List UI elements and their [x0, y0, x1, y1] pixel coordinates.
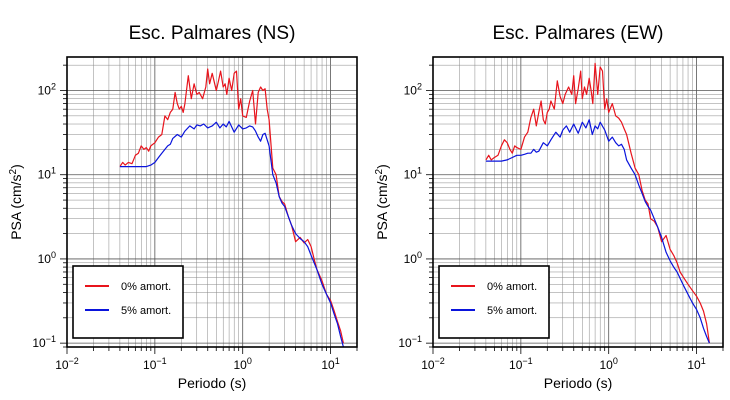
x-tick-label: 10−2 [55, 356, 79, 372]
plot-lines [485, 62, 710, 344]
tick-base: 10 [404, 252, 418, 266]
tick-exponent: −2 [435, 356, 445, 366]
tick-exponent: −1 [522, 356, 532, 366]
legend-label-1: 5% amort. [121, 305, 171, 317]
y-axis-label: PSA (cm/s2) [374, 164, 390, 240]
tick-base: 10 [404, 168, 418, 182]
series-line-0 [119, 68, 344, 344]
tick-exponent: 1 [51, 166, 56, 176]
x-axis-label: Periodo (s) [544, 375, 612, 391]
tick-base: 10 [38, 84, 52, 98]
y-tick-label: 100 [404, 250, 422, 266]
y-tick-label: 101 [38, 166, 56, 182]
tick-base: 10 [398, 336, 412, 350]
legend-label-1: 5% amort. [487, 305, 537, 317]
y-axis-label-main: PSA (cm/s [374, 174, 390, 239]
plot-frame [432, 56, 724, 348]
chart-panel-ew: Esc. Palmares (EW) Periodo (s) PSA (cm/s… [374, 23, 724, 391]
tick-base: 10 [32, 336, 46, 350]
x-tick-label: 100 [234, 356, 252, 372]
legend-label-0: 0% amort. [487, 281, 537, 293]
y-axis-label-close: ) [8, 164, 24, 169]
tick-base: 10 [234, 358, 248, 372]
series-line-1 [119, 120, 344, 348]
tick-exponent: 0 [247, 356, 252, 366]
x-tick-label: 10−1 [509, 356, 533, 372]
y-axis-label-main: PSA (cm/s [8, 174, 24, 239]
x-tick-label: 101 [687, 356, 705, 372]
plot-lines [119, 68, 344, 348]
tick-exponent: 2 [417, 82, 422, 92]
tick-exponent: 0 [613, 356, 618, 366]
y-tick-label: 100 [38, 250, 56, 266]
grid-lines [60, 57, 358, 354]
y-tick-label: 101 [404, 166, 422, 182]
plot-frame [66, 56, 358, 348]
tick-base: 10 [38, 252, 52, 266]
y-tick-label: 102 [404, 82, 422, 98]
legend-box [438, 265, 550, 339]
tick-base: 10 [321, 358, 335, 372]
x-axis-label: Periodo (s) [178, 375, 246, 391]
tick-exponent: −2 [69, 356, 79, 366]
x-tick-label: 100 [600, 356, 618, 372]
tick-exponent: 1 [335, 356, 340, 366]
series-line-1 [485, 119, 710, 344]
tick-exponent: 0 [51, 250, 56, 260]
y-tick-label: 10−1 [32, 334, 56, 350]
tick-base: 10 [509, 358, 523, 372]
y-axis-label-superscript: 2 [374, 168, 385, 174]
y-tick-label: 10−1 [398, 334, 422, 350]
tick-exponent: −1 [412, 334, 422, 344]
y-axis-label: PSA (cm/s2) [8, 164, 24, 240]
tick-base: 10 [143, 358, 157, 372]
tick-exponent: 2 [51, 82, 56, 92]
tick-base: 10 [404, 84, 418, 98]
chart-title: Esc. Palmares (NS) [129, 23, 296, 44]
series-line-0 [485, 62, 710, 344]
tick-base: 10 [600, 358, 614, 372]
y-tick-label: 102 [38, 82, 56, 98]
chart-panel-ns: Esc. Palmares (NS) Periodo (s) PSA (cm/s… [8, 23, 358, 391]
x-tick-label: 101 [321, 356, 339, 372]
tick-exponent: 1 [701, 356, 706, 366]
tick-base: 10 [38, 168, 52, 182]
tick-exponent: 0 [417, 250, 422, 260]
tick-base: 10 [55, 358, 69, 372]
legend-box [72, 265, 184, 339]
legend-label-0: 0% amort. [121, 281, 171, 293]
x-tick-label: 10−2 [421, 356, 445, 372]
tick-exponent: −1 [156, 356, 166, 366]
x-tick-label: 10−1 [143, 356, 167, 372]
tick-base: 10 [421, 358, 435, 372]
y-axis-label-close: ) [374, 164, 390, 169]
tick-exponent: −1 [46, 334, 56, 344]
tick-base: 10 [687, 358, 701, 372]
chart-title: Esc. Palmares (EW) [492, 23, 663, 44]
tick-exponent: 1 [417, 166, 422, 176]
y-axis-label-superscript: 2 [8, 168, 19, 174]
